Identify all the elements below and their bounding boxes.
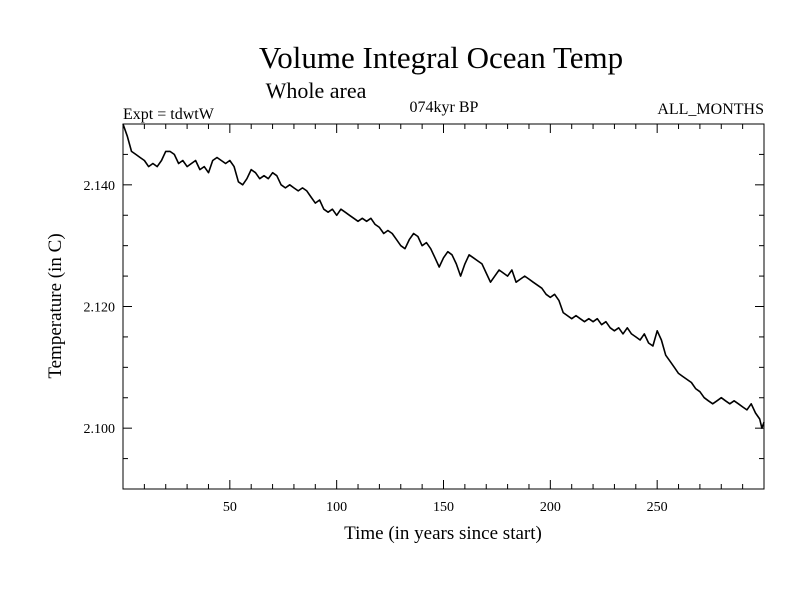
x-tick-label: 100 bbox=[326, 500, 347, 515]
y-axis-ticks: 2.100 2.120 2.140 bbox=[84, 179, 764, 437]
x-axis-ticks: 50 100 150 200 250 bbox=[223, 124, 668, 515]
months-label: ALL_MONTHS bbox=[657, 101, 764, 118]
x-tick-label: 150 bbox=[433, 500, 454, 515]
y-axis-label: Temperature (in C) bbox=[45, 233, 66, 378]
series-line bbox=[122, 123, 765, 430]
y-tick-label: 2.100 bbox=[84, 422, 116, 437]
chart-subtitle: Whole area bbox=[266, 78, 367, 103]
y-tick-label: 2.140 bbox=[84, 179, 116, 194]
x-tick-label: 50 bbox=[223, 500, 237, 515]
chart-title: Volume Integral Ocean Temp bbox=[259, 40, 623, 75]
period-label: 074kyr BP bbox=[410, 99, 479, 116]
series-group bbox=[122, 123, 765, 430]
x-axis-label: Time (in years since start) bbox=[344, 523, 542, 544]
experiment-label: Expt = tdwtW bbox=[123, 106, 215, 123]
y-tick-label: 2.120 bbox=[84, 301, 116, 316]
plot-frame bbox=[122, 123, 765, 490]
minor-ticks bbox=[123, 123, 764, 490]
x-tick-label: 250 bbox=[647, 500, 668, 515]
x-tick-label: 200 bbox=[540, 500, 561, 515]
